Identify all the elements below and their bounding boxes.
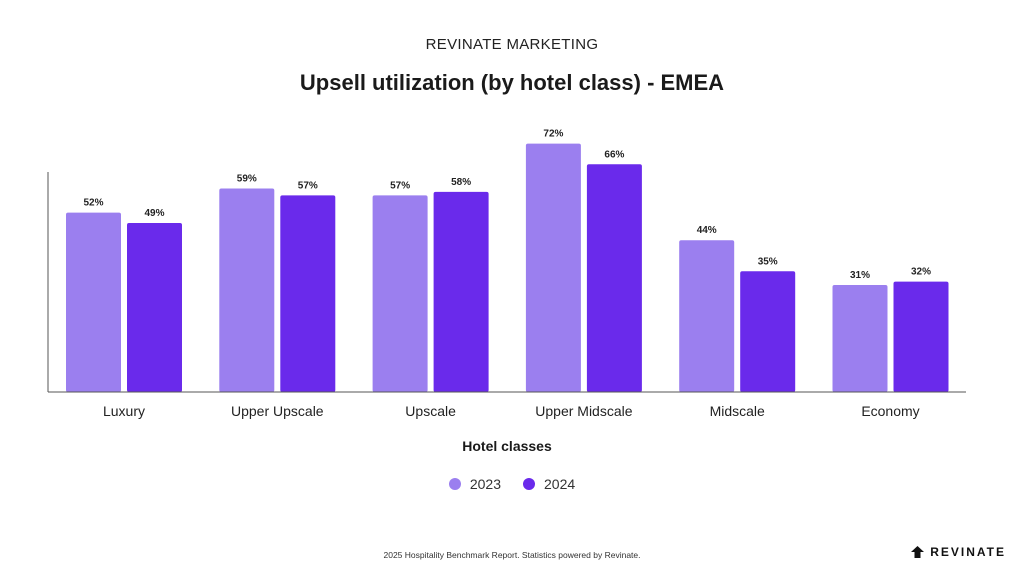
chart-eyebrow: REVINATE MARKETING (425, 36, 599, 53)
bar-group: 52% 49% 59% 57% 57% 58% 72% 66% 44% 35% 31% 32% (66, 129, 949, 392)
bar-2024-upper-midscale (586, 164, 642, 392)
x-tick-label-luxury: Luxury (103, 403, 145, 419)
bar-2024-upscale (433, 191, 489, 392)
data-label-2023-upper-upscale: 59% (237, 173, 257, 184)
x-axis-label: Hotel classes (462, 438, 552, 454)
data-label-2024-upscale: 58% (451, 177, 471, 188)
revinate-logo-icon (911, 546, 925, 558)
chart-legend: 2023 2024 (0, 476, 1024, 492)
data-label-2023-luxury: 52% (83, 198, 103, 209)
x-tick-label-upper-upscale: Upper Upscale (231, 403, 324, 419)
x-tick-label-upscale: Upscale (405, 403, 456, 419)
x-tick-label-economy: Economy (861, 403, 919, 419)
brand-logo: REVINATE (911, 545, 1006, 559)
brand-name: REVINATE (930, 545, 1006, 559)
data-label-2024-economy: 32% (911, 267, 931, 278)
data-label-2024-luxury: 49% (144, 208, 164, 219)
bar-2023-luxury (66, 212, 121, 392)
bar-chart: 52% 49% 59% 57% 57% 58% 72% 66% 44% 35% 31% 32% Lux… (47, 129, 966, 454)
data-label-2024-upper-upscale: 57% (298, 180, 318, 191)
data-label-2023-midscale: 44% (697, 225, 717, 236)
chart-title: Upsell utilization (by hotel class) - EM… (299, 70, 725, 95)
x-tick-label-midscale: Midscale (710, 403, 765, 419)
bar-2024-economy (893, 281, 949, 392)
bar-2023-economy (832, 285, 888, 392)
legend-swatch-2023 (448, 478, 461, 490)
legend-item-2024[interactable]: 2024 (523, 476, 575, 492)
bar-2023-upper-upscale (219, 188, 275, 392)
bar-2024-upper-upscale (280, 195, 336, 392)
bar-2023-midscale (679, 240, 735, 392)
x-tick-labels: Luxury Upper Upscale Upscale Upper Midscale… (103, 403, 920, 419)
bar-2023-upscale (372, 195, 428, 392)
bar-2023-upper-midscale (525, 143, 581, 392)
legend-label-2023: 2023 (469, 476, 501, 492)
data-label-2023-upper-midscale: 72% (543, 129, 563, 140)
data-label-2024-midscale: 35% (758, 256, 778, 267)
source-footnote: 2025 Hospitality Benchmark Report. Stati… (383, 550, 641, 560)
data-label-2023-upscale: 57% (390, 180, 410, 191)
bar-2024-midscale (740, 271, 796, 392)
legend-item-2023[interactable]: 2023 (448, 476, 501, 492)
data-label-2023-economy: 31% (850, 270, 870, 281)
bar-2024-luxury (127, 222, 182, 392)
data-label-2024-upper-midscale: 66% (604, 149, 624, 160)
legend-swatch-2024 (523, 478, 535, 490)
legend-label-2024: 2024 (544, 476, 576, 492)
x-tick-label-upper-midscale: Upper Midscale (535, 403, 632, 419)
